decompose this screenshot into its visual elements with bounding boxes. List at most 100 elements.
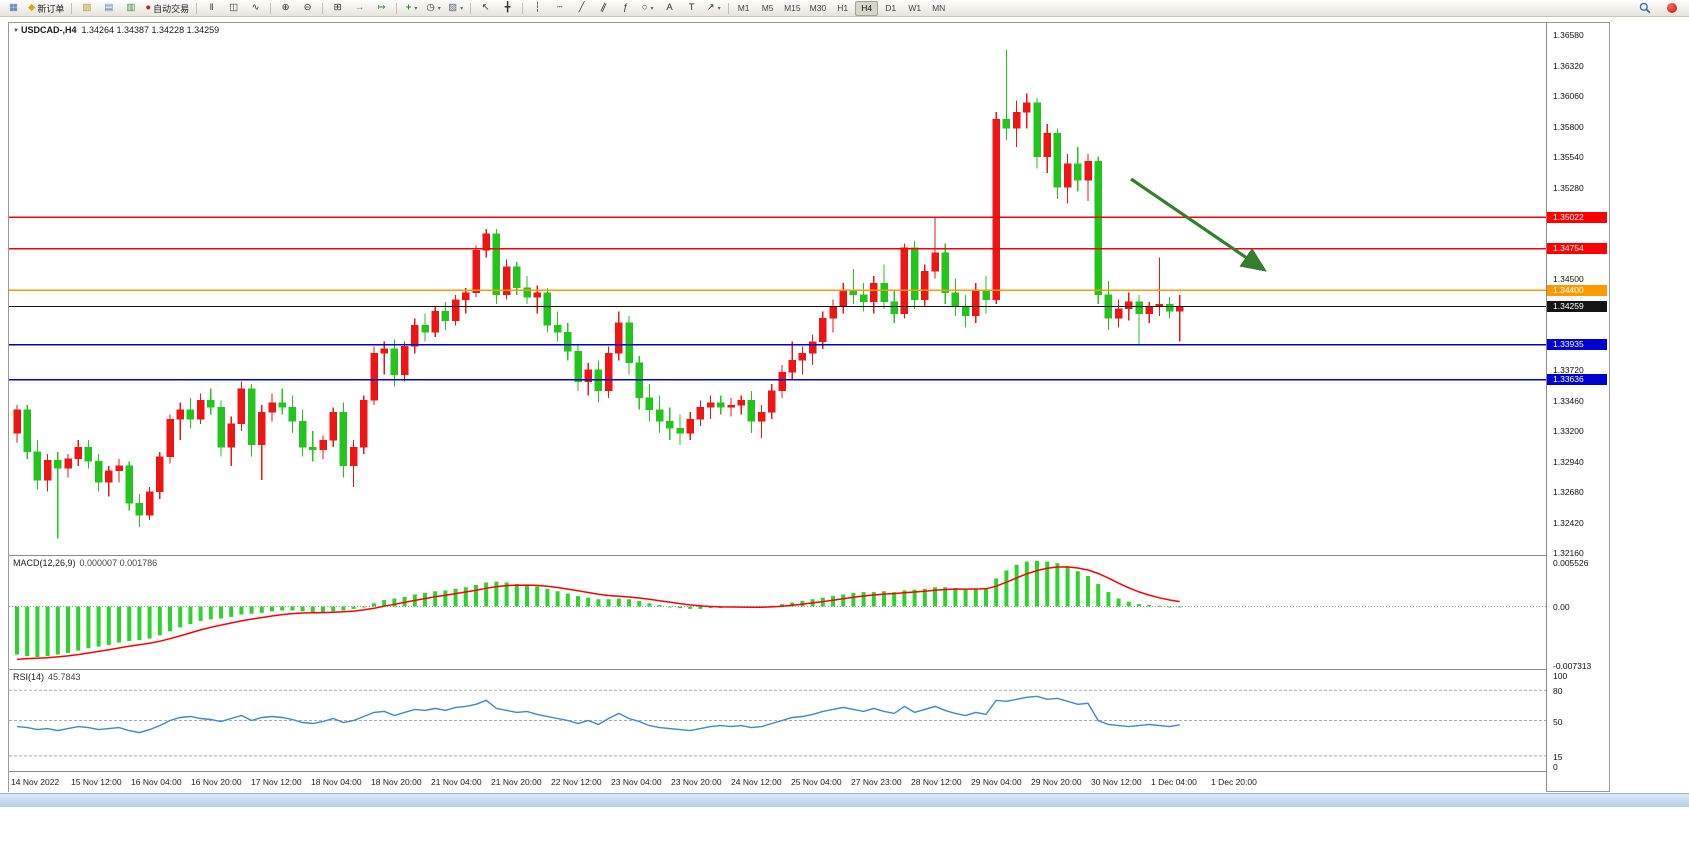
timeframe-mn-button[interactable]: MN	[932, 3, 946, 13]
candlestick	[757, 405, 766, 438]
candlestick	[176, 402, 184, 441]
community-icon[interactable]	[1661, 0, 1682, 16]
candlestick	[635, 355, 643, 410]
periods-button[interactable]: ◷ ▾	[423, 0, 444, 16]
macd-bar	[922, 588, 927, 607]
time-axis-label: 14 Nov 2022	[11, 777, 60, 787]
timeframe-w1-button[interactable]: W1	[908, 3, 922, 13]
time-axis-label: 16 Nov 20:00	[191, 777, 242, 787]
candlestick	[217, 400, 225, 457]
new-chart-button[interactable]: ▦	[3, 0, 24, 16]
search-icon[interactable]	[1634, 0, 1655, 16]
shapes-button[interactable]: ○ ▾	[637, 0, 658, 16]
macd-bar	[198, 606, 203, 621]
candlestick	[676, 414, 684, 445]
candlestick	[370, 346, 378, 406]
new-chart-icon: ▦	[9, 2, 18, 14]
chart-shift-button[interactable]: ↦	[371, 0, 392, 16]
candlestick	[411, 318, 419, 354]
macd-bar	[504, 582, 509, 607]
chart-shift-icon: ↦	[377, 2, 386, 14]
templates-button[interactable]: ▨ ▾	[445, 0, 466, 16]
candlestick	[472, 245, 480, 298]
macd-bar	[647, 603, 652, 607]
macd-bar	[341, 606, 346, 611]
timeframe-m1-button[interactable]: M1	[737, 3, 750, 13]
macd-bar	[1086, 576, 1090, 607]
price-line-badge: 1.34400	[1547, 284, 1607, 296]
text-button[interactable]: A	[659, 0, 680, 16]
macd-bar	[871, 592, 876, 607]
candlestick	[125, 461, 133, 511]
timeframe-h1-button[interactable]: H1	[837, 3, 849, 13]
macd-bar	[188, 606, 193, 625]
time-axis-label: 29 Nov 20:00	[1031, 777, 1082, 787]
text-label-button[interactable]: T	[681, 0, 702, 16]
price-line-badge: 1.34754	[1547, 243, 1607, 255]
line-chart-button[interactable]: ∿	[245, 0, 266, 16]
macd-bar	[45, 606, 50, 657]
candlestick	[288, 395, 297, 434]
macd-bar	[249, 606, 254, 614]
cursor-button[interactable]: ↖	[475, 0, 496, 16]
macd-bar	[372, 603, 376, 607]
candlestick	[737, 395, 745, 415]
candlestick-chart-button[interactable]: ◫	[223, 0, 244, 16]
toolbar-separator	[322, 2, 324, 14]
macd-bar	[1075, 571, 1080, 607]
chevron-down-icon: ▾	[414, 5, 418, 12]
crosshair-button[interactable]: ╋	[497, 0, 518, 16]
rsi-panel[interactable]	[9, 670, 1546, 771]
timeframe-m5-button[interactable]: M5	[761, 3, 774, 13]
autotrading-button[interactable]: ● 自动交易	[142, 0, 192, 16]
panel-divider[interactable]	[9, 555, 1546, 556]
chevron-down-icon: ▾	[437, 5, 441, 12]
price-axis-label: 1.32940	[1553, 456, 1584, 467]
new-order-button[interactable]: ◆ 新订单	[25, 0, 67, 16]
time-axis[interactable]: 14 Nov 2022 15 Nov 12:00 16 Nov 04:00 16 No…	[9, 771, 1546, 792]
candlestick	[645, 383, 654, 422]
trendline-button[interactable]: ╱	[571, 0, 592, 16]
timeframe-d1-button[interactable]: D1	[885, 3, 897, 13]
price-chart[interactable]	[9, 23, 1546, 555]
text-icon: A	[666, 2, 673, 14]
candlestick	[360, 395, 368, 455]
macd-panel[interactable]	[9, 556, 1546, 669]
candlestick	[1053, 128, 1062, 199]
fibonacci-button[interactable]: ƒ	[615, 0, 636, 16]
arrows-button[interactable]: ↗ ▾	[703, 0, 724, 16]
auto-scroll-button[interactable]: →	[349, 0, 370, 16]
toolbar-separator	[396, 2, 398, 14]
macd-bar	[576, 596, 580, 607]
macd-bar	[382, 600, 387, 607]
vertical-line-icon: ┆	[534, 2, 541, 14]
candlestick	[951, 278, 960, 316]
zoom-out-button[interactable]: ⊖	[297, 0, 318, 16]
bar-chart-button[interactable]: ‖	[201, 0, 222, 16]
horizontal-line-button[interactable]: ┄	[549, 0, 570, 16]
trend-arrow[interactable]	[1130, 177, 1267, 272]
timeframe-m15-button[interactable]: M15	[784, 3, 801, 13]
strategy-tester-button[interactable]: ▥	[120, 0, 141, 16]
indicators-button[interactable]: + ▾	[401, 0, 422, 16]
panel-divider[interactable]	[9, 669, 1546, 670]
vertical-line-button[interactable]: ┆	[527, 0, 548, 16]
timeframe-m30-button[interactable]: M30	[809, 3, 827, 13]
tile-windows-button[interactable]: ⊞	[327, 0, 348, 16]
timeframe-h4-button[interactable]: H4	[855, 0, 879, 16]
channel-button[interactable]: ∥	[593, 0, 614, 16]
chart-menu-icon[interactable]: ▼	[13, 28, 19, 34]
trendline-icon: ╱	[578, 2, 585, 14]
candlestick	[349, 440, 358, 488]
macd-bar	[984, 588, 988, 607]
candlestick	[23, 405, 31, 459]
candlestick	[145, 487, 154, 520]
terminal-button[interactable]: ▤	[98, 0, 119, 16]
price-axis[interactable]: 1.36580 1.36320 1.36060 1.35800 1.35540 1.352…	[1546, 23, 1609, 791]
macd-bar	[474, 584, 478, 607]
profiles-button[interactable]: ▧	[76, 0, 97, 16]
zoom-in-button[interactable]: ⊕	[275, 0, 296, 16]
time-axis-label: 24 Nov 12:00	[731, 777, 782, 787]
macd-bar	[463, 587, 468, 607]
candlestick	[186, 397, 195, 429]
